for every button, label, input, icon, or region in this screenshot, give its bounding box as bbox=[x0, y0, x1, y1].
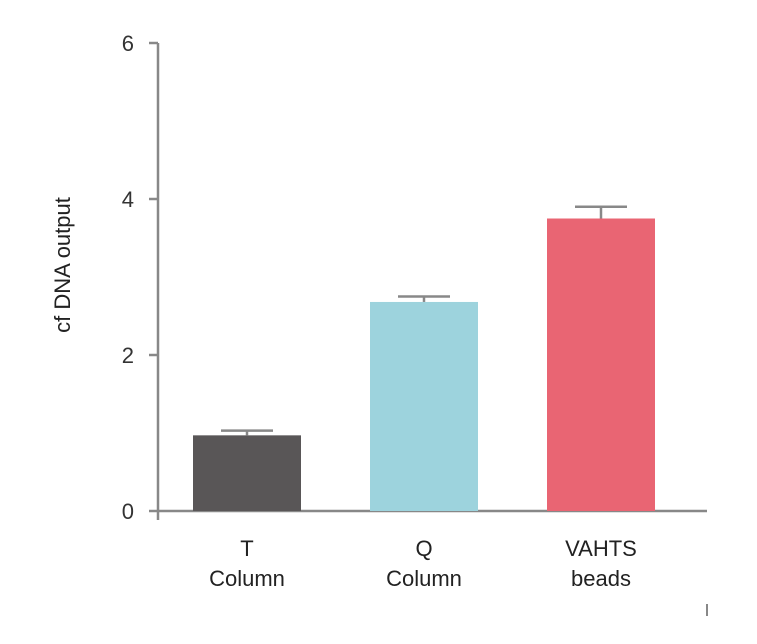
category-label: Column bbox=[386, 566, 462, 591]
y-tick-label: 2 bbox=[122, 343, 134, 368]
error-bars bbox=[221, 205, 627, 436]
x-axis bbox=[158, 509, 708, 616]
y-axis-label: cf DNA output bbox=[50, 197, 75, 333]
bar bbox=[547, 218, 655, 511]
bars bbox=[193, 218, 655, 511]
category-labels: T Column Q Column VAHTS beads bbox=[209, 536, 637, 591]
y-tick-label: 4 bbox=[122, 187, 134, 212]
category-label: Q bbox=[415, 536, 432, 561]
category-label: beads bbox=[571, 566, 631, 591]
y-tick-label: 0 bbox=[122, 499, 134, 524]
bar bbox=[193, 435, 301, 511]
y-tick-label: 6 bbox=[122, 31, 134, 56]
bar bbox=[370, 301, 478, 511]
category-label: VAHTS bbox=[565, 536, 637, 561]
category-label: T bbox=[240, 536, 253, 561]
y-axis: 0 2 4 6 bbox=[122, 31, 160, 524]
category-label: Column bbox=[209, 566, 285, 591]
